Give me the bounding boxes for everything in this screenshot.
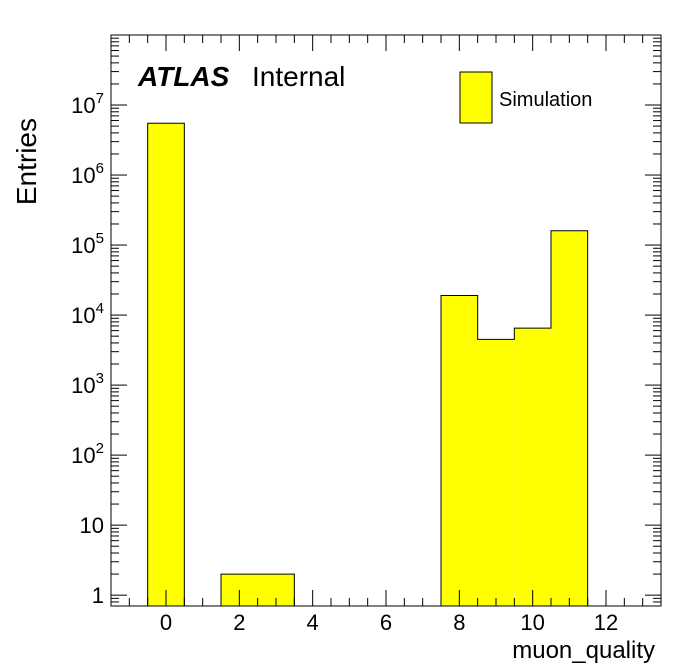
x-tick-label: 6: [380, 610, 392, 635]
y-tick-base: 10: [71, 233, 95, 258]
x-axis-label: muon_quality: [512, 637, 655, 664]
y-tick-base: 10: [71, 443, 95, 468]
y-tick-exponent: 7: [96, 90, 104, 107]
y-tick-base: 10: [80, 513, 104, 538]
x-tick-label: 4: [307, 610, 319, 635]
legend-swatch: [459, 71, 493, 124]
histogram-bar: [551, 230, 588, 606]
y-tick-base: 10: [71, 303, 95, 328]
x-tick-label: 8: [453, 610, 465, 635]
y-tick-base: 1: [92, 583, 104, 608]
histogram-bar: [514, 328, 551, 606]
atlas-label: ATLAS: [137, 61, 230, 92]
y-tick-base: 10: [71, 163, 95, 188]
y-tick-label: 103: [71, 370, 104, 398]
y-tick-label: 1: [92, 583, 104, 608]
y-tick-label: 105: [71, 230, 104, 258]
y-tick-base: 10: [71, 373, 95, 398]
atlas-internal-label: Internal: [252, 61, 345, 92]
y-tick-exponent: 5: [96, 230, 104, 247]
plot-frame: [110, 34, 662, 607]
histogram-bar: [477, 339, 515, 606]
y-tick-label: 104: [71, 300, 104, 328]
y-tick-base: 10: [71, 93, 95, 118]
y-tick-label: 10: [80, 513, 104, 538]
histogram-bar: [147, 123, 185, 606]
axis-ticks: [111, 34, 661, 607]
y-tick-exponent: 3: [96, 370, 104, 387]
y-axis-label: Entries: [11, 118, 42, 205]
x-tick-label: 2: [233, 610, 245, 635]
x-tick-label: 12: [594, 610, 618, 635]
histogram-bars: [147, 122, 589, 606]
y-tick-exponent: 2: [96, 440, 104, 457]
y-tick-label: 106: [71, 160, 104, 188]
y-tick-label: 102: [71, 440, 104, 468]
x-tick-label: 0: [160, 610, 172, 635]
y-tick-label: 107: [71, 90, 104, 118]
histogram-outline: [147, 122, 589, 606]
histogram-bar: [441, 295, 478, 606]
x-tick-label: 10: [520, 610, 544, 635]
y-tick-exponent: 6: [96, 160, 104, 177]
y-tick-exponent: 4: [96, 300, 104, 317]
legend-label: Simulation: [499, 89, 592, 111]
x-tick-labels: 0 2 4 6 8 10 12: [160, 610, 618, 635]
